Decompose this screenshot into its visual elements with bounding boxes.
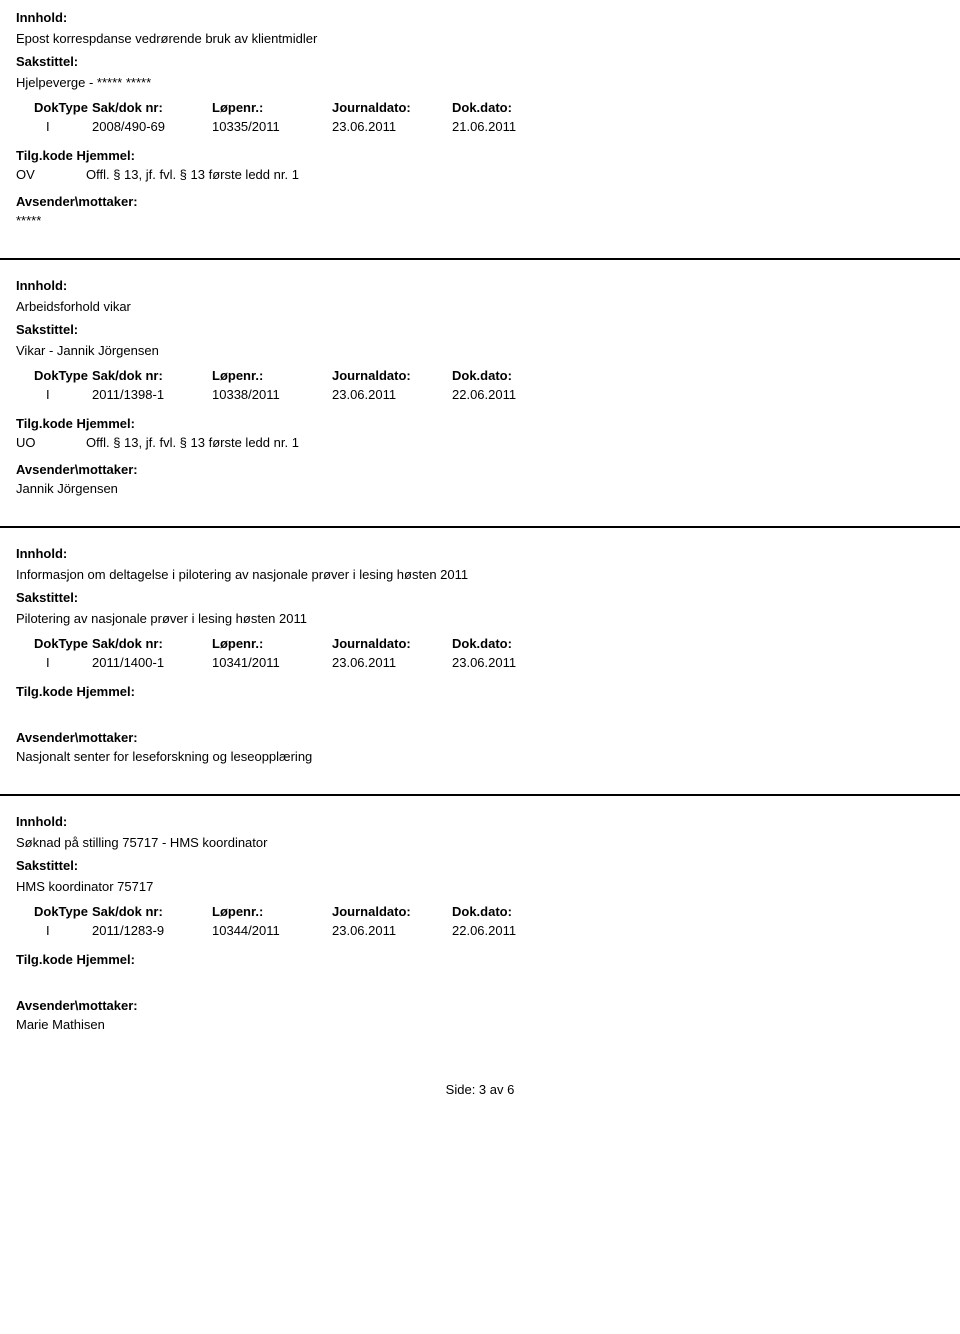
sakdoknr-header: Sak/dok nr: bbox=[92, 100, 212, 115]
sakstittel-label: Sakstittel: bbox=[16, 54, 944, 69]
doktype-header: DokType bbox=[16, 904, 92, 919]
table-header-row: DokType Sak/dok nr: Løpenr.: Journaldato… bbox=[16, 100, 944, 115]
dokdato-value: 22.06.2011 bbox=[452, 387, 572, 402]
journal-record: Innhold: Informasjon om deltagelse i pil… bbox=[0, 526, 960, 794]
tilgkode-row: Tilg.kode Hjemmel: bbox=[16, 416, 944, 431]
tilgkode-row: Tilg.kode Hjemmel: bbox=[16, 148, 944, 163]
hjemmel-value: Offl. § 13, jf. fvl. § 13 første ledd nr… bbox=[86, 435, 299, 450]
tilgkode-label: Tilg.kode bbox=[16, 416, 73, 431]
doktype-value: I bbox=[16, 119, 92, 134]
dokdato-header: Dok.dato: bbox=[452, 368, 572, 383]
sakstittel-label: Sakstittel: bbox=[16, 858, 944, 873]
lopenr-value: 10341/2011 bbox=[212, 655, 332, 670]
dokdato-value: 21.06.2011 bbox=[452, 119, 572, 134]
doktype-value: I bbox=[16, 655, 92, 670]
avsender-value: ***** bbox=[16, 213, 944, 228]
sakstittel-value: Vikar - Jannik Jörgensen bbox=[16, 343, 944, 358]
table-header-row: DokType Sak/dok nr: Løpenr.: Journaldato… bbox=[16, 368, 944, 383]
table-header-row: DokType Sak/dok nr: Løpenr.: Journaldato… bbox=[16, 636, 944, 651]
lopenr-value: 10335/2011 bbox=[212, 119, 332, 134]
innhold-value: Epost korrespdanse vedrørende bruk av kl… bbox=[16, 31, 944, 46]
doktype-header: DokType bbox=[16, 368, 92, 383]
doktype-header: DokType bbox=[16, 100, 92, 115]
journaldato-header: Journaldato: bbox=[332, 100, 452, 115]
tilgkode-row: Tilg.kode Hjemmel: bbox=[16, 952, 944, 967]
avsender-value: Nasjonalt senter for leseforskning og le… bbox=[16, 749, 944, 764]
sakdoknr-header: Sak/dok nr: bbox=[92, 636, 212, 651]
journaldato-header: Journaldato: bbox=[332, 368, 452, 383]
journaldato-value: 23.06.2011 bbox=[332, 387, 452, 402]
dokdato-header: Dok.dato: bbox=[452, 100, 572, 115]
sakdoknr-value: 2011/1400-1 bbox=[92, 655, 212, 670]
avsender-label: Avsender\mottaker: bbox=[16, 998, 944, 1013]
sakstittel-label: Sakstittel: bbox=[16, 590, 944, 605]
avsender-value: Marie Mathisen bbox=[16, 1017, 944, 1032]
journaldato-value: 23.06.2011 bbox=[332, 119, 452, 134]
tilgkode-label: Tilg.kode bbox=[16, 684, 73, 699]
tilgkode-label: Tilg.kode bbox=[16, 148, 73, 163]
hjemmel-row: UO Offl. § 13, jf. fvl. § 13 første ledd… bbox=[16, 435, 944, 450]
innhold-label: Innhold: bbox=[16, 10, 944, 25]
dokdato-value: 22.06.2011 bbox=[452, 923, 572, 938]
table-data-row: I 2008/490-69 10335/2011 23.06.2011 21.0… bbox=[16, 119, 944, 134]
tilgkode-value: UO bbox=[16, 435, 86, 450]
hjemmel-label: Hjemmel: bbox=[76, 148, 135, 163]
doktype-value: I bbox=[16, 923, 92, 938]
avsender-label: Avsender\mottaker: bbox=[16, 462, 944, 477]
hjemmel-label: Hjemmel: bbox=[76, 952, 135, 967]
table-header-row: DokType Sak/dok nr: Løpenr.: Journaldato… bbox=[16, 904, 944, 919]
lopenr-value: 10338/2011 bbox=[212, 387, 332, 402]
sakdoknr-header: Sak/dok nr: bbox=[92, 368, 212, 383]
journaldato-value: 23.06.2011 bbox=[332, 923, 452, 938]
journaldato-header: Journaldato: bbox=[332, 636, 452, 651]
dokdato-header: Dok.dato: bbox=[452, 636, 572, 651]
journaldato-value: 23.06.2011 bbox=[332, 655, 452, 670]
avsender-label: Avsender\mottaker: bbox=[16, 194, 944, 209]
table-data-row: I 2011/1398-1 10338/2011 23.06.2011 22.0… bbox=[16, 387, 944, 402]
sakdoknr-header: Sak/dok nr: bbox=[92, 904, 212, 919]
innhold-label: Innhold: bbox=[16, 278, 944, 293]
lopenr-header: Løpenr.: bbox=[212, 636, 332, 651]
dokdato-header: Dok.dato: bbox=[452, 904, 572, 919]
table-data-row: I 2011/1400-1 10341/2011 23.06.2011 23.0… bbox=[16, 655, 944, 670]
avsender-label: Avsender\mottaker: bbox=[16, 730, 944, 745]
journal-record: Innhold: Arbeidsforhold vikar Sakstittel… bbox=[0, 258, 960, 526]
sakstittel-value: Pilotering av nasjonale prøver i lesing … bbox=[16, 611, 944, 626]
avsender-value: Jannik Jörgensen bbox=[16, 481, 944, 496]
journal-record: Innhold: Epost korrespdanse vedrørende b… bbox=[0, 0, 960, 258]
innhold-value: Informasjon om deltagelse i pilotering a… bbox=[16, 567, 944, 582]
dokdato-value: 23.06.2011 bbox=[452, 655, 572, 670]
innhold-label: Innhold: bbox=[16, 814, 944, 829]
hjemmel-row: OV Offl. § 13, jf. fvl. § 13 første ledd… bbox=[16, 167, 944, 182]
journal-record: Innhold: Søknad på stilling 75717 - HMS … bbox=[0, 794, 960, 1062]
hjemmel-label: Hjemmel: bbox=[76, 416, 135, 431]
lopenr-value: 10344/2011 bbox=[212, 923, 332, 938]
doktype-value: I bbox=[16, 387, 92, 402]
sakdoknr-value: 2011/1283-9 bbox=[92, 923, 212, 938]
sakstittel-value: HMS koordinator 75717 bbox=[16, 879, 944, 894]
sakstittel-value: Hjelpeverge - ***** ***** bbox=[16, 75, 944, 90]
journaldato-header: Journaldato: bbox=[332, 904, 452, 919]
innhold-value: Arbeidsforhold vikar bbox=[16, 299, 944, 314]
doktype-header: DokType bbox=[16, 636, 92, 651]
lopenr-header: Løpenr.: bbox=[212, 368, 332, 383]
page-footer: Side: 3 av 6 bbox=[0, 1062, 960, 1117]
innhold-value: Søknad på stilling 75717 - HMS koordinat… bbox=[16, 835, 944, 850]
tilgkode-label: Tilg.kode bbox=[16, 952, 73, 967]
innhold-label: Innhold: bbox=[16, 546, 944, 561]
sakstittel-label: Sakstittel: bbox=[16, 322, 944, 337]
lopenr-header: Løpenr.: bbox=[212, 100, 332, 115]
tilgkode-row: Tilg.kode Hjemmel: bbox=[16, 684, 944, 699]
lopenr-header: Løpenr.: bbox=[212, 904, 332, 919]
hjemmel-value: Offl. § 13, jf. fvl. § 13 første ledd nr… bbox=[86, 167, 299, 182]
sakdoknr-value: 2011/1398-1 bbox=[92, 387, 212, 402]
sakdoknr-value: 2008/490-69 bbox=[92, 119, 212, 134]
tilgkode-value: OV bbox=[16, 167, 86, 182]
table-data-row: I 2011/1283-9 10344/2011 23.06.2011 22.0… bbox=[16, 923, 944, 938]
hjemmel-label: Hjemmel: bbox=[76, 684, 135, 699]
